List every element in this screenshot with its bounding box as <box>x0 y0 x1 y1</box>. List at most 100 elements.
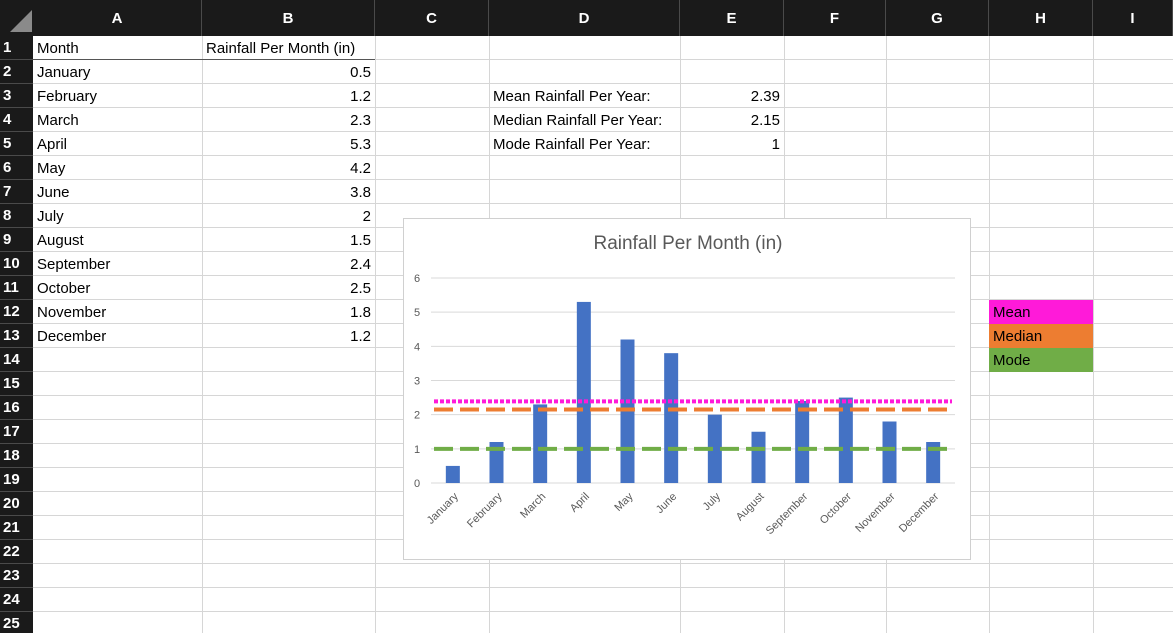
grid-line-horizontal <box>33 611 1173 612</box>
cell-month[interactable]: March <box>37 111 79 129</box>
x-tick-label: March <box>518 491 548 521</box>
row-header-6[interactable]: 6 <box>0 156 33 180</box>
cell-rainfall-value[interactable]: 3.8 <box>350 183 371 201</box>
cell-month[interactable]: June <box>37 183 70 201</box>
cell-b1-rainfall-header[interactable]: Rainfall Per Month (in) <box>206 39 356 57</box>
chart-title: Rainfall Per Month (in) <box>593 233 783 254</box>
y-tick-label: 1 <box>414 444 420 456</box>
cell-stat-label[interactable]: Mode Rainfall Per Year: <box>493 135 651 153</box>
cell-month[interactable]: October <box>37 279 91 297</box>
rainfall-chart[interactable]: Rainfall Per Month (in) 0 1 2 3 4 5 6 January Fe… <box>403 218 971 560</box>
cell-rainfall-value[interactable]: 2.4 <box>350 255 371 273</box>
row-header-4[interactable]: 4 <box>0 108 33 132</box>
grid-line-horizontal <box>33 83 1173 84</box>
column-header-g[interactable]: G <box>886 0 989 36</box>
cell-month[interactable]: December <box>37 327 107 345</box>
row-header-18[interactable]: 18 <box>0 444 33 468</box>
x-tick-label: December <box>897 490 942 535</box>
row-header-10[interactable]: 10 <box>0 252 33 276</box>
cell-rainfall-value[interactable]: 1.2 <box>350 87 371 105</box>
cell-stat-label[interactable]: Median Rainfall Per Year: <box>493 111 663 129</box>
row-header-16[interactable]: 16 <box>0 396 33 420</box>
row-header-11[interactable]: 11 <box>0 276 33 300</box>
row-header-5[interactable]: 5 <box>0 132 33 156</box>
column-header-d[interactable]: D <box>489 0 680 36</box>
column-header-c[interactable]: C <box>375 0 489 36</box>
x-tick-label: April <box>568 491 592 515</box>
y-tick-label: 6 <box>414 273 420 285</box>
row-header-14[interactable]: 14 <box>0 348 33 372</box>
grid-line-vertical <box>202 36 203 633</box>
column-header-b[interactable]: B <box>202 0 375 36</box>
row-header-9[interactable]: 9 <box>0 228 33 252</box>
row-header-2[interactable]: 2 <box>0 60 33 84</box>
select-all-corner[interactable] <box>0 0 33 36</box>
bar-december <box>926 442 941 483</box>
cell-month[interactable]: February <box>37 87 98 105</box>
column-header-e[interactable]: E <box>680 0 784 36</box>
cell-a1-month-header[interactable]: Month <box>37 39 79 57</box>
cell-rainfall-value[interactable]: 5.3 <box>350 135 371 153</box>
row-header-19[interactable]: 19 <box>0 468 33 492</box>
cell-stat-value[interactable]: 1 <box>771 135 780 153</box>
bar-august <box>751 431 766 483</box>
row-header-20[interactable]: 20 <box>0 492 33 516</box>
legend-mean[interactable]: Mean <box>989 300 1093 324</box>
row-header-25[interactable]: 25 <box>0 612 33 633</box>
grid-line-horizontal <box>33 131 1173 132</box>
x-tick-label: February <box>465 490 505 530</box>
cell-month[interactable]: August <box>37 231 84 249</box>
row-header-7[interactable]: 7 <box>0 180 33 204</box>
row-header-21[interactable]: 21 <box>0 516 33 540</box>
cell-rainfall-value[interactable]: 1.2 <box>350 327 371 345</box>
row-header-1[interactable]: 1 <box>0 36 33 60</box>
cell-month[interactable]: January <box>37 63 91 81</box>
header-underline <box>33 59 375 60</box>
cell-rainfall-value[interactable]: 2.5 <box>350 279 371 297</box>
row-header-12[interactable]: 12 <box>0 300 33 324</box>
row-header-17[interactable]: 17 <box>0 420 33 444</box>
cell-stat-value[interactable]: 2.15 <box>750 111 780 129</box>
row-header-23[interactable]: 23 <box>0 564 33 588</box>
y-tick-label: 5 <box>414 307 420 319</box>
grid-line-horizontal <box>33 107 1173 108</box>
cell-month[interactable]: November <box>37 303 107 321</box>
cell-month[interactable]: July <box>37 207 64 225</box>
bar-november <box>882 421 897 483</box>
grid-line-vertical <box>1093 36 1094 633</box>
row-header-22[interactable]: 22 <box>0 540 33 564</box>
column-header-h[interactable]: H <box>989 0 1093 36</box>
cell-rainfall-value[interactable]: 0.5 <box>350 63 371 81</box>
grid-line-horizontal <box>33 59 1173 60</box>
bar-october <box>838 397 853 483</box>
cell-stat-label[interactable]: Mean Rainfall Per Year: <box>493 87 651 105</box>
cell-month[interactable]: April <box>37 135 68 153</box>
row-header-15[interactable]: 15 <box>0 372 33 396</box>
cell-rainfall-value[interactable]: 2 <box>362 207 371 225</box>
column-header-a[interactable]: A <box>33 0 202 36</box>
x-tick-label: January <box>425 490 462 527</box>
row-header-3[interactable]: 3 <box>0 84 33 108</box>
x-tick-label: May <box>612 490 636 514</box>
cell-rainfall-value[interactable]: 2.3 <box>350 111 371 129</box>
cell-rainfall-value[interactable]: 1.5 <box>350 231 371 249</box>
column-header-i[interactable]: I <box>1093 0 1173 36</box>
row-header-8[interactable]: 8 <box>0 204 33 228</box>
grid-line-horizontal <box>33 179 1173 180</box>
cell-rainfall-value[interactable]: 1.8 <box>350 303 371 321</box>
cell-rainfall-value[interactable]: 4.2 <box>350 159 371 177</box>
grid-line-horizontal <box>33 155 1173 156</box>
legend-mode[interactable]: Mode <box>989 348 1093 372</box>
row-header-24[interactable]: 24 <box>0 588 33 612</box>
x-tick-label: September <box>764 490 811 537</box>
cell-month[interactable]: May <box>37 159 66 177</box>
bar-april <box>576 301 591 483</box>
column-header-f[interactable]: F <box>784 0 886 36</box>
cell-month[interactable]: September <box>37 255 111 273</box>
row-header-13[interactable]: 13 <box>0 324 33 348</box>
cell-stat-value[interactable]: 2.39 <box>750 87 780 105</box>
grid-line-vertical <box>375 36 376 633</box>
legend-median[interactable]: Median <box>989 324 1093 348</box>
x-tick-label: July <box>701 490 724 513</box>
